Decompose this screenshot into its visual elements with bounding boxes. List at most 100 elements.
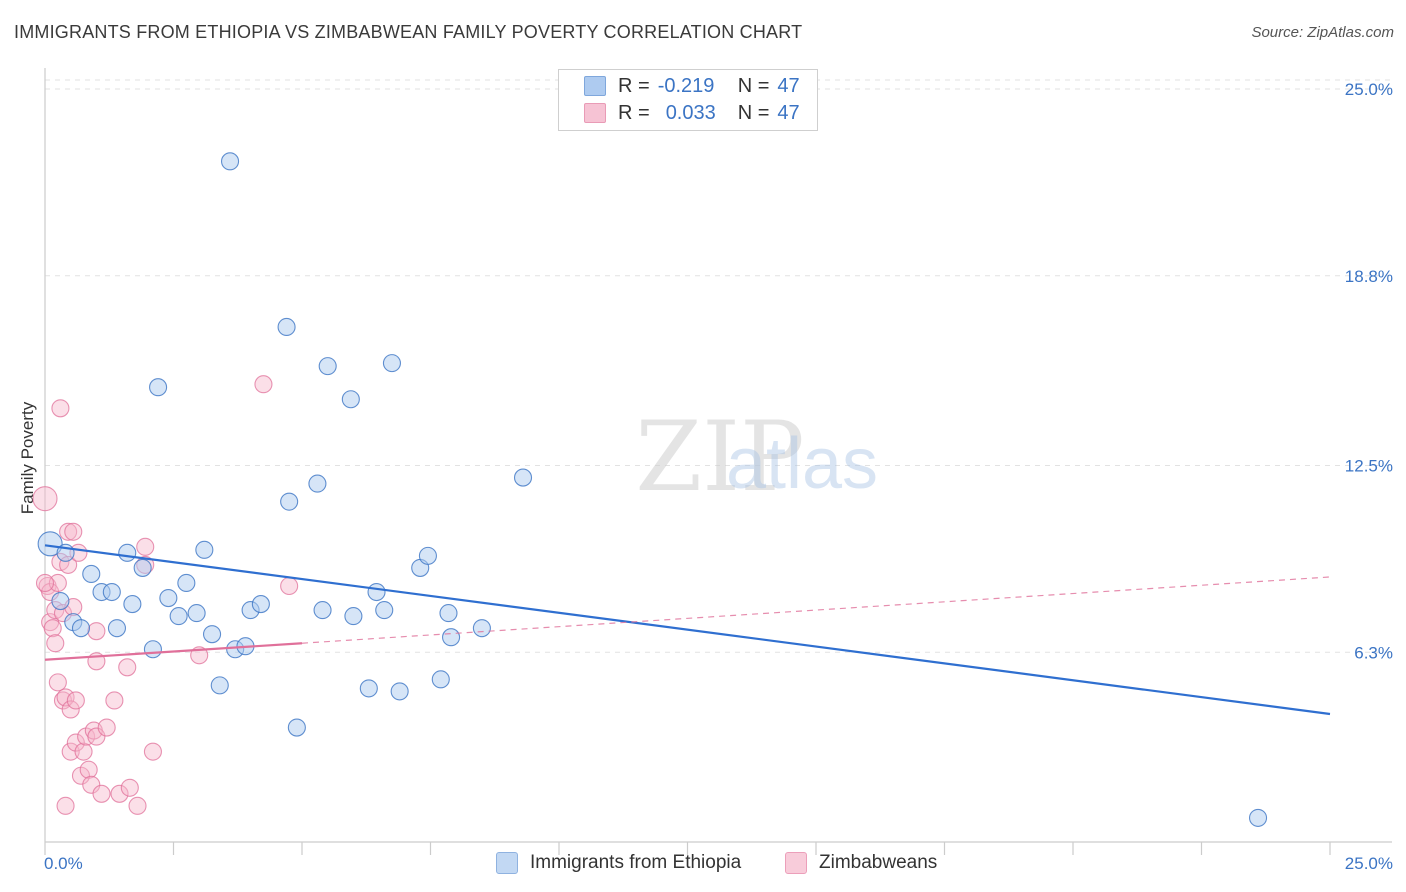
legend-r-label: R =	[618, 101, 650, 124]
series-ethiopia	[37, 152, 1268, 827]
data-point-ethiopia	[195, 540, 214, 559]
correlation-legend: R = -0.219 N = 47 R = 0.033 N = 47	[558, 69, 818, 131]
data-point-zimbabweans	[48, 673, 67, 692]
data-point-ethiopia	[318, 357, 337, 376]
y-tick-label: 18.8%	[1345, 267, 1393, 286]
data-point-ethiopia	[418, 546, 437, 565]
data-point-zimbabweans	[43, 619, 62, 638]
data-point-zimbabweans	[79, 760, 98, 779]
data-point-ethiopia	[220, 152, 240, 171]
data-point-ethiopia	[390, 682, 409, 701]
data-point-zimbabweans	[61, 742, 80, 761]
trend-lines	[44, 544, 1331, 716]
data-point-zimbabweans	[87, 622, 106, 641]
data-point-ethiopia	[277, 317, 296, 337]
legend-swatch-pink	[584, 103, 606, 123]
data-point-zimbabweans	[53, 691, 73, 710]
chart-title: IMMIGRANTS FROM ETHIOPIA VS ZIMBABWEAN F…	[14, 22, 803, 42]
data-point-ethiopia	[133, 558, 152, 577]
data-point-ethiopia	[382, 354, 402, 373]
data-point-zimbabweans	[128, 796, 147, 815]
data-point-zimbabweans	[48, 573, 67, 593]
x-tick-label: 0.0%	[44, 854, 83, 873]
data-point-ethiopia	[51, 592, 70, 611]
legend-item-ethiopia[interactable]: Immigrants from Ethiopia	[496, 852, 741, 874]
data-point-zimbabweans	[87, 727, 106, 746]
data-point-ethiopia	[149, 378, 168, 397]
y-tick-label: 6.3%	[1354, 643, 1393, 662]
data-point-zimbabweans	[56, 688, 75, 707]
legend-swatch-blue	[496, 852, 518, 874]
data-point-zimbabweans	[66, 733, 85, 752]
data-point-zimbabweans	[280, 576, 299, 596]
legend-r-value: -0.219	[657, 74, 715, 97]
data-point-zimbabweans	[105, 691, 124, 710]
data-point-zimbabweans	[82, 775, 101, 794]
data-point-ethiopia	[123, 595, 142, 614]
data-point-zimbabweans	[120, 778, 139, 797]
data-point-zimbabweans	[56, 796, 75, 815]
legend-n-label: N =	[737, 101, 770, 124]
data-point-zimbabweans	[92, 784, 111, 803]
legend-n-value: 47	[777, 101, 800, 124]
data-point-ethiopia	[71, 619, 91, 638]
legend-label-zimbabweans: Zimbabweans	[819, 852, 938, 873]
legend-n-value: 47	[777, 74, 800, 97]
data-point-ethiopia	[308, 474, 327, 493]
data-point-ethiopia	[442, 628, 461, 647]
axes	[44, 68, 1392, 855]
data-point-zimbabweans	[59, 522, 78, 541]
data-point-zimbabweans	[118, 658, 137, 677]
data-point-ethiopia	[107, 619, 127, 638]
data-point-ethiopia	[177, 573, 196, 593]
data-point-ethiopia	[1248, 808, 1268, 827]
data-point-ethiopia	[375, 601, 394, 620]
legend-item-zimbabweans[interactable]: Zimbabweans	[785, 852, 937, 874]
data-point-zimbabweans	[254, 375, 273, 394]
data-point-ethiopia	[359, 679, 378, 698]
data-point-ethiopia	[159, 588, 178, 608]
watermark-atlas: atlas	[726, 424, 878, 504]
data-point-ethiopia	[280, 492, 299, 511]
data-point-ethiopia	[82, 564, 101, 583]
data-point-ethiopia	[251, 595, 270, 614]
data-point-ethiopia	[344, 607, 363, 626]
data-point-ethiopia	[210, 676, 229, 695]
data-point-zimbabweans	[64, 522, 83, 541]
trend-line-zimbabweans	[44, 642, 303, 661]
data-point-ethiopia	[37, 531, 63, 557]
data-point-zimbabweans	[97, 718, 116, 737]
data-point-ethiopia	[367, 582, 386, 602]
data-point-zimbabweans	[61, 700, 80, 719]
legend-r-label: R =	[618, 74, 650, 97]
watermark-zip: ZIP	[635, 401, 804, 513]
gridlines	[45, 79, 1392, 653]
data-point-ethiopia	[513, 468, 533, 487]
trend-line-zimbabweans-extension	[301, 576, 1331, 644]
data-point-zimbabweans	[143, 742, 162, 761]
x-tick-label: 25.0%	[1345, 854, 1393, 873]
source-label: Source: ZipAtlas.com	[1251, 24, 1394, 41]
data-point-zimbabweans	[66, 691, 85, 710]
data-point-ethiopia	[118, 543, 137, 562]
data-point-ethiopia	[287, 718, 306, 737]
data-point-ethiopia	[472, 619, 491, 638]
data-point-zimbabweans	[46, 634, 65, 653]
data-point-zimbabweans	[51, 399, 70, 418]
data-point-ethiopia	[143, 640, 162, 659]
legend-row-ethiopia: R = -0.219 N = 47	[584, 75, 800, 97]
data-point-zimbabweans	[110, 784, 129, 803]
tick-labels: 6.3% 12.5% 18.8% 25.0% 0.0% 25.0%	[44, 80, 1393, 873]
data-point-ethiopia	[187, 604, 206, 623]
data-point-ethiopia	[341, 390, 360, 409]
legend-swatch-pink	[785, 852, 807, 874]
legend-n-label: N =	[737, 74, 770, 97]
data-point-ethiopia	[203, 625, 222, 644]
data-point-zimbabweans	[74, 742, 93, 761]
legend-row-zimbabweans: R = 0.033 N = 47	[584, 102, 800, 124]
legend-swatch-blue	[584, 76, 606, 96]
data-point-ethiopia	[431, 670, 450, 689]
legend-label-ethiopia: Immigrants from Ethiopia	[530, 852, 742, 873]
y-tick-label: 25.0%	[1345, 80, 1393, 99]
